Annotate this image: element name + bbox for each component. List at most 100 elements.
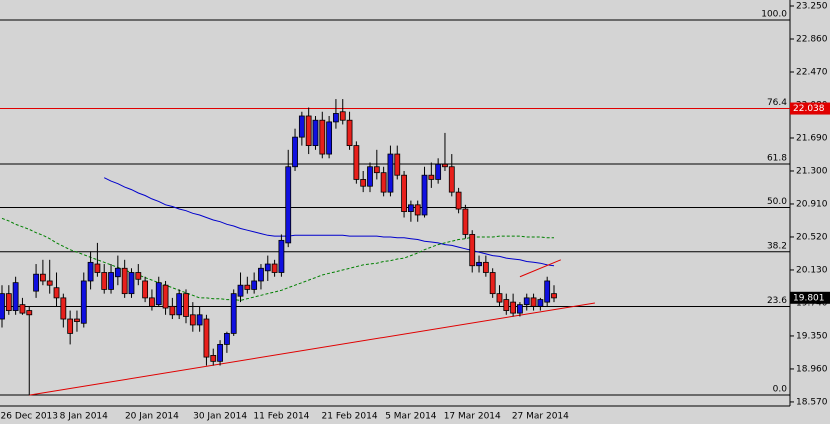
- candle-body: [326, 121, 333, 155]
- candle-body: [510, 301, 517, 314]
- fib-label: 23.6: [767, 296, 787, 306]
- candle-body: [101, 272, 108, 290]
- candle-body: [251, 280, 258, 290]
- candle-body: [442, 163, 448, 168]
- candle-body: [258, 267, 264, 282]
- candle-body: [285, 166, 292, 244]
- candle-body: [462, 208, 469, 235]
- current-price-box: [790, 291, 830, 304]
- candle-body: [551, 293, 557, 299]
- candle-body: [544, 280, 551, 303]
- x-tick-label: 8 Jan 2014: [60, 412, 108, 422]
- candle-body: [114, 267, 121, 278]
- candle-body: [401, 174, 407, 212]
- trendline: [29, 302, 595, 396]
- candle-body: [142, 280, 149, 299]
- candle-body: [278, 239, 285, 273]
- candle-body: [271, 263, 278, 273]
- candle-body: [203, 318, 210, 358]
- candle-body: [26, 310, 33, 316]
- candle-body: [217, 344, 223, 362]
- candle-body: [155, 282, 162, 306]
- fib-label: 61.8: [767, 154, 787, 164]
- candle-body: [339, 111, 346, 121]
- fib-label: 38.2: [767, 241, 787, 251]
- candle-body: [469, 234, 476, 267]
- candle-body: [292, 136, 298, 168]
- x-tick-label: 11 Feb 2014: [253, 412, 309, 422]
- x-tick-label: 26 Dec 2013: [1, 412, 59, 422]
- y-tick-label: 21.300: [796, 166, 828, 176]
- candle-body: [223, 333, 230, 345]
- candle-body: [5, 293, 12, 311]
- x-tick-label: 5 Mar 2014: [385, 412, 437, 422]
- candle-body: [394, 153, 401, 176]
- candle-body: [367, 166, 373, 187]
- x-tick-label: 21 Feb 2014: [322, 412, 378, 422]
- candle-body: [448, 166, 455, 193]
- y-tick-label: 23.250: [796, 2, 828, 12]
- y-tick-label: 22.860: [796, 35, 828, 45]
- moving-average: [1, 217, 554, 301]
- candle-body: [230, 293, 237, 334]
- candle-body: [298, 115, 305, 138]
- candle-body: [53, 287, 60, 299]
- y-tick-label: 20.520: [796, 232, 828, 242]
- candle-body: [503, 299, 510, 311]
- candle-body: [373, 166, 380, 174]
- candle-body: [360, 179, 367, 187]
- y-tick-label: 20.130: [796, 265, 828, 275]
- candle-body: [530, 297, 537, 307]
- candle-body: [435, 163, 442, 180]
- candle-body: [353, 145, 360, 180]
- fib-label: 100.0: [761, 9, 787, 19]
- candle-body: [537, 299, 544, 307]
- candle-body: [489, 272, 496, 295]
- candle-body: [380, 172, 387, 193]
- y-tick-label: 20.910: [796, 199, 828, 209]
- candle-body: [517, 304, 523, 314]
- candle-body: [421, 174, 428, 216]
- candle-body: [244, 284, 251, 290]
- y-tick-label: 19.350: [796, 331, 828, 341]
- x-tick-label: 17 Mar 2014: [444, 412, 501, 422]
- price-label-box: [790, 102, 830, 115]
- candle-body: [162, 284, 169, 309]
- moving-average: [103, 177, 555, 267]
- candle-body: [60, 297, 67, 320]
- candle-body: [12, 282, 19, 311]
- candle-body: [312, 119, 319, 146]
- candle-body: [189, 314, 196, 326]
- y-tick-label: 22.470: [796, 67, 828, 77]
- candle-body: [33, 273, 39, 292]
- candle-body: [196, 314, 203, 326]
- candle-body: [523, 297, 530, 306]
- x-tick-label: 30 Jan 2014: [193, 412, 247, 422]
- candle-body: [19, 304, 26, 314]
- trendline: [519, 259, 562, 278]
- candle-body: [39, 273, 46, 282]
- candle-body: [176, 293, 183, 316]
- candle-body: [128, 272, 135, 295]
- candle-body: [46, 280, 53, 286]
- x-tick-label: 20 Jan 2014: [125, 412, 179, 422]
- y-tick-label: 18.960: [796, 364, 828, 374]
- candle-body: [80, 280, 87, 324]
- candle-body: [67, 318, 74, 334]
- fib-label: 76.4: [767, 98, 787, 108]
- candle-body: [414, 204, 421, 216]
- candle-body: [74, 318, 80, 322]
- candle-body: [210, 355, 217, 362]
- candle-body: [108, 272, 114, 290]
- candle-body: [135, 272, 142, 280]
- candle-body: [264, 263, 271, 272]
- candle-body: [183, 293, 189, 317]
- candle-body: [87, 261, 94, 282]
- candle-body: [482, 261, 489, 273]
- candle-body: [455, 191, 462, 210]
- candle-body: [428, 174, 435, 180]
- candle-body: [476, 261, 482, 267]
- candle-body: [0, 293, 5, 320]
